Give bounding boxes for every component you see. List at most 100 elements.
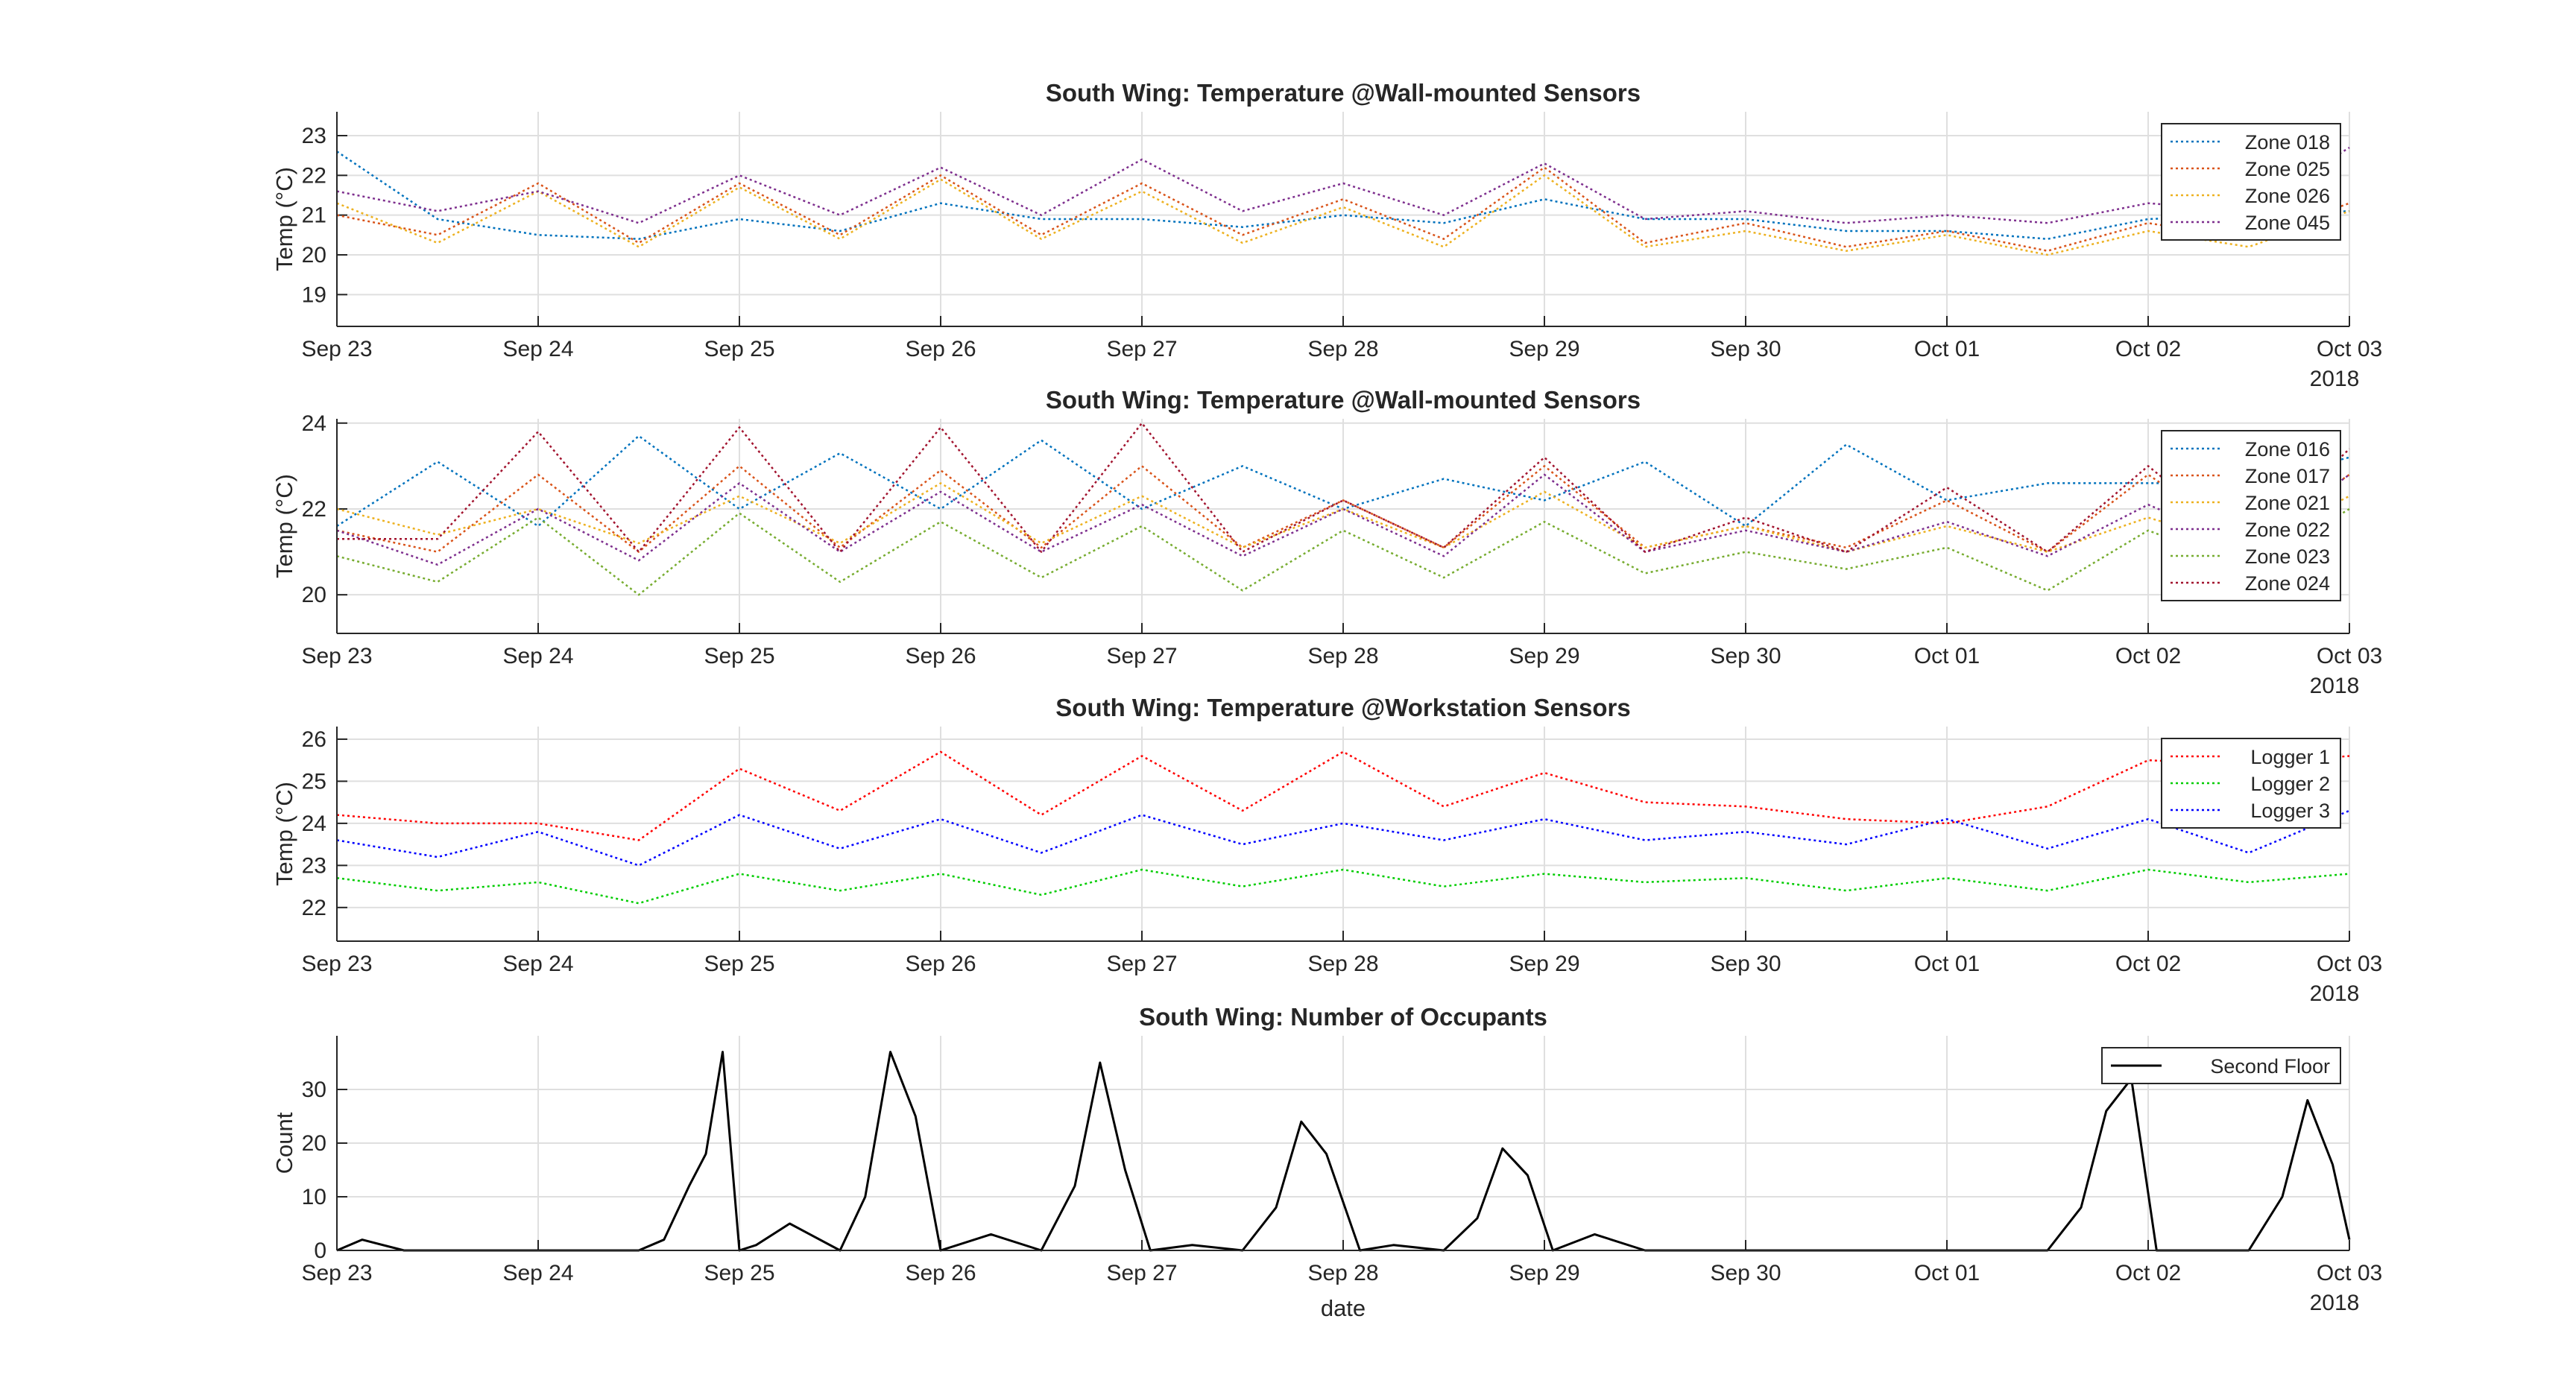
x-year-label: 2018 [2310, 1291, 2360, 1315]
y-tick-label: 26 [302, 727, 326, 752]
x-tick-label: Sep 26 [905, 1261, 976, 1285]
legend-entry: Zone 016 [2245, 438, 2330, 461]
y-tick-label: 20 [302, 1131, 326, 1156]
x-tick-label: Sep 28 [1307, 337, 1378, 361]
series-line-2 [336, 166, 2350, 252]
series-line-4 [336, 146, 2350, 224]
x-tick-label: Oct 03 [2317, 644, 2382, 668]
legend-entry: Zone 018 [2245, 131, 2330, 154]
legend: Zone 016 Zone 017 Zone 021 Zone 022 Zone 023… [2161, 430, 2341, 601]
chart-title: South Wing: Temperature @Wall-mounted Se… [1046, 79, 1641, 107]
y-tick-label: 25 [302, 769, 326, 794]
x-tick-label: Sep 25 [704, 337, 774, 361]
y-axis-label: Temp (°C) [271, 474, 297, 578]
x-tick-label: Sep 30 [1710, 644, 1781, 668]
x-tick-label: Sep 23 [301, 1261, 372, 1285]
series-line-4 [336, 473, 2350, 566]
x-year-label: 2018 [2310, 981, 2360, 1006]
y-tick-label: 22 [302, 896, 326, 920]
y-tick-label: 20 [302, 243, 326, 268]
x-tick-label: Sep 25 [704, 952, 774, 976]
legend-entry: Logger 3 [2250, 800, 2330, 822]
x-tick-label: Sep 27 [1106, 337, 1177, 361]
x-tick-label: Oct 01 [1914, 337, 1980, 361]
legend-entry: Zone 021 [2245, 492, 2330, 514]
x-tick-label: Oct 02 [2115, 337, 2181, 361]
x-tick-label: Oct 01 [1914, 644, 1980, 668]
x-tick-label: Sep 28 [1307, 952, 1378, 976]
y-tick-label: 24 [302, 411, 326, 436]
y-tick-label: 22 [302, 497, 326, 522]
legend-entry: Zone 023 [2245, 545, 2330, 568]
y-tick-label: 22 [302, 163, 326, 188]
legend-entry: Zone 022 [2245, 519, 2330, 541]
x-tick-label: Oct 03 [2317, 952, 2382, 976]
x-tick-label: Sep 23 [301, 337, 372, 361]
x-tick-label: Sep 30 [1710, 952, 1781, 976]
legend-box [2161, 123, 2341, 241]
y-tick-label: 24 [302, 812, 326, 836]
x-axis-label: date [1321, 1295, 1366, 1321]
x-tick-label: Sep 29 [1509, 1261, 1579, 1285]
legend-entry: Zone 024 [2245, 572, 2330, 595]
x-tick-label: Oct 03 [2317, 337, 2382, 361]
x-tick-label: Oct 01 [1914, 952, 1980, 976]
y-tick-label: 21 [302, 203, 326, 228]
x-tick-label: Oct 03 [2317, 1261, 2382, 1285]
x-tick-label: Oct 02 [2115, 952, 2181, 976]
x-tick-label: Oct 02 [2115, 1261, 2181, 1285]
x-tick-label: Sep 28 [1307, 644, 1378, 668]
x-tick-label: Sep 27 [1106, 1261, 1177, 1285]
y-tick-label: 23 [302, 124, 326, 148]
legend-box [2161, 430, 2341, 601]
y-axis-label: Count [271, 1112, 297, 1174]
x-tick-label: Sep 27 [1106, 644, 1177, 668]
legend: Zone 018 Zone 025 Zone 026 Zone 045 [2161, 123, 2341, 241]
y-tick-label: 19 [302, 282, 326, 307]
y-tick-label: 30 [302, 1078, 326, 1102]
series-line-2 [336, 868, 2350, 905]
x-tick-label: Sep 24 [502, 337, 573, 361]
series-line-6 [337, 422, 2350, 553]
x-tick-label: Sep 28 [1307, 1261, 1378, 1285]
legend-entry: Zone 045 [2245, 212, 2330, 234]
x-tick-label: Sep 24 [502, 644, 573, 668]
x-tick-label: Sep 26 [905, 644, 976, 668]
x-tick-label: Sep 26 [905, 952, 976, 976]
series-line-1 [336, 750, 2350, 841]
y-tick-label: 10 [302, 1185, 326, 1209]
x-tick-label: Sep 29 [1509, 337, 1579, 361]
x-tick-label: Sep 24 [502, 1261, 573, 1285]
x-tick-label: Sep 24 [502, 952, 573, 976]
x-tick-label: Sep 26 [905, 337, 976, 361]
legend-entry: Zone 025 [2245, 158, 2330, 180]
x-year-label: 2018 [2310, 674, 2360, 698]
subplot-3: Sep 23 Sep 24 Sep 25 Sep 26 Sep 27 Sep 28 Sep … [271, 694, 2382, 1006]
x-tick-label: Sep 23 [301, 644, 372, 668]
legend-entry: Zone 026 [2245, 185, 2330, 207]
series-line-5 [336, 507, 2350, 596]
x-tick-label: Sep 29 [1509, 644, 1579, 668]
subplot-1: Sep 23 Sep 24 Sep 25 Sep 26 Sep 27 Sep 28 Sep … [271, 79, 2382, 391]
y-axis-label: Temp (°C) [271, 782, 297, 886]
legend-entry: Logger 1 [2250, 746, 2330, 768]
subplot-2: Sep 23 Sep 24 Sep 25 Sep 26 Sep 27 Sep 28 Sep … [271, 386, 2382, 698]
legend-entry: Zone 017 [2245, 465, 2330, 487]
x-tick-label: Sep 27 [1106, 952, 1177, 976]
legend: Logger 1 Logger 2 Logger 3 [2161, 738, 2341, 829]
y-tick-label: 20 [302, 583, 326, 607]
legend: Second Floor [2101, 1047, 2341, 1084]
y-tick-label: 23 [302, 853, 326, 878]
chart-title: South Wing: Number of Occupants [1139, 1003, 1547, 1031]
x-tick-label: Sep 30 [1710, 1261, 1781, 1285]
chart-title: South Wing: Temperature @Wall-mounted Se… [1046, 386, 1641, 414]
x-tick-label: Oct 01 [1914, 1261, 1980, 1285]
x-tick-label: Oct 02 [2115, 644, 2181, 668]
y-tick-label: 0 [314, 1238, 326, 1263]
y-axis-label: Temp (°C) [271, 167, 297, 271]
legend-entry: Logger 2 [2250, 773, 2330, 795]
x-year-label: 2018 [2310, 367, 2360, 391]
x-tick-label: Sep 25 [704, 644, 774, 668]
x-tick-label: Sep 25 [704, 1261, 774, 1285]
